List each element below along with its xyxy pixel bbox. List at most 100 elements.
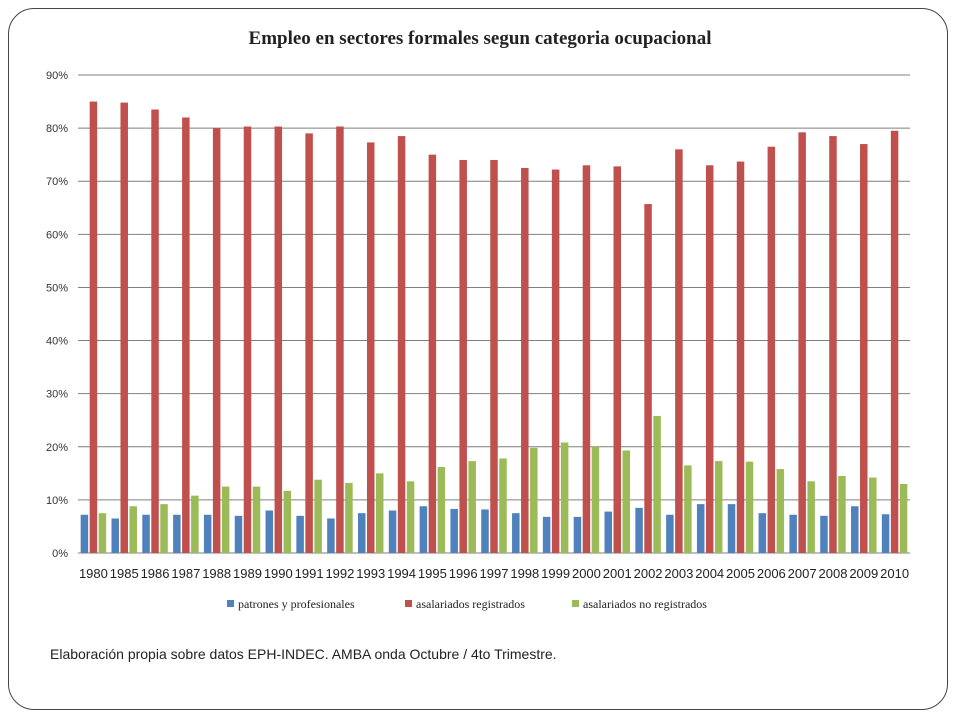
bar-asalariados-registrados-1993 xyxy=(366,142,375,553)
source-note: Elaboración propia sobre datos EPH-INDEC… xyxy=(50,646,557,662)
bar-asalariados-no-registrados-2002 xyxy=(653,415,661,553)
legend-label: asalariados no registrados xyxy=(583,597,707,611)
x-tick-label: 2010 xyxy=(880,566,909,581)
bar-patrones-y-profesionales-2001 xyxy=(604,511,613,553)
bar-asalariados-registrados-2005 xyxy=(736,161,745,553)
bar-patrones-y-profesionales-2002 xyxy=(635,507,643,553)
x-tick-label: 1989 xyxy=(233,566,262,581)
bar-asalariados-registrados-1999 xyxy=(551,169,560,553)
bar-asalariados-registrados-1995 xyxy=(428,154,437,553)
bar-asalariados-no-registrados-1993 xyxy=(375,473,384,553)
bar-asalariados-registrados-2004 xyxy=(705,165,714,554)
bar-asalariados-registrados-1989 xyxy=(243,126,252,554)
x-tick-label: 2001 xyxy=(603,566,632,581)
bar-asalariados-no-registrados-2009 xyxy=(869,477,877,553)
bar-patrones-y-profesionales-1995 xyxy=(419,506,428,553)
bar-patrones-y-profesionales-2006 xyxy=(758,513,767,553)
bar-asalariados-registrados-2003 xyxy=(675,149,683,553)
bar-asalariados-no-registrados-2008 xyxy=(838,475,846,553)
bar-asalariados-no-registrados-1998 xyxy=(530,447,538,553)
bar-asalariados-no-registrados-2006 xyxy=(776,469,785,553)
x-tick-label: 1987 xyxy=(171,566,200,581)
slide-frame xyxy=(8,8,948,710)
bar-asalariados-registrados-1990 xyxy=(274,126,283,554)
bar-patrones-y-profesionales-1998 xyxy=(512,513,520,553)
x-tick-label: 1998 xyxy=(510,566,539,581)
bar-asalariados-registrados-1992 xyxy=(336,126,344,554)
legend-swatch xyxy=(227,600,234,607)
y-tick-label: 70% xyxy=(46,176,68,188)
bar-patrones-y-profesionales-1988 xyxy=(203,514,212,553)
bar-asalariados-no-registrados-2010 xyxy=(899,483,908,553)
bar-patrones-y-profesionales-1989 xyxy=(234,515,243,553)
x-tick-label: 2007 xyxy=(788,566,817,581)
bar-asalariados-registrados-1996 xyxy=(459,159,467,553)
bar-asalariados-no-registrados-2005 xyxy=(745,461,754,553)
bar-asalariados-no-registrados-1994 xyxy=(406,481,415,553)
bar-patrones-y-profesionales-2007 xyxy=(789,514,797,553)
bar-asalariados-registrados-2006 xyxy=(767,146,776,553)
bar-asalariados-no-registrados-2001 xyxy=(622,450,631,553)
bar-asalariados-no-registrados-1997 xyxy=(499,458,507,553)
bar-patrones-y-profesionales-2000 xyxy=(573,516,582,553)
bar-patrones-y-profesionales-1991 xyxy=(296,515,304,553)
bar-patrones-y-profesionales-1997 xyxy=(481,509,489,553)
bar-patrones-y-profesionales-1985 xyxy=(111,518,119,553)
bar-asalariados-no-registrados-1988 xyxy=(221,486,230,553)
bar-asalariados-no-registrados-2003 xyxy=(684,465,692,553)
bar-asalariados-no-registrados-1999 xyxy=(560,442,569,553)
bar-asalariados-registrados-2008 xyxy=(829,136,837,554)
bar-patrones-y-profesionales-1980 xyxy=(80,514,89,553)
x-tick-label: 2003 xyxy=(664,566,693,581)
legend: patrones y profesionales asalariados regi… xyxy=(227,597,707,611)
bar-patrones-y-profesionales-1999 xyxy=(542,516,551,553)
x-tick-label: 2002 xyxy=(634,566,663,581)
bar-patrones-y-profesionales-1986 xyxy=(142,514,150,553)
x-tick-label: 1995 xyxy=(418,566,447,581)
bar-patrones-y-profesionales-2004 xyxy=(696,504,705,553)
bar-patrones-y-profesionales-2010 xyxy=(881,514,890,553)
chart-title: Empleo en sectores formales segun catego… xyxy=(248,28,712,49)
y-tick-label: 90% xyxy=(46,70,68,82)
legend-label: patrones y profesionales xyxy=(238,597,355,611)
bar-asalariados-registrados-1986 xyxy=(151,109,159,554)
bars xyxy=(80,101,908,554)
x-tick-label: 1980 xyxy=(79,566,108,581)
bar-asalariados-registrados-1980 xyxy=(89,101,98,554)
bar-asalariados-registrados-1987 xyxy=(182,117,190,553)
bar-asalariados-registrados-1985 xyxy=(120,102,128,554)
bar-asalariados-registrados-1991 xyxy=(305,133,313,553)
bar-asalariados-registrados-2007 xyxy=(798,132,806,554)
y-tick-label: 40% xyxy=(46,336,68,348)
x-tick-label: 2005 xyxy=(726,566,755,581)
bar-patrones-y-profesionales-2005 xyxy=(727,504,736,553)
bar-asalariados-registrados-1988 xyxy=(212,128,221,553)
bar-asalariados-no-registrados-2004 xyxy=(714,461,723,553)
bar-patrones-y-profesionales-1996 xyxy=(450,508,458,553)
x-tick-label: 1997 xyxy=(480,566,509,581)
bar-patrones-y-profesionales-1992 xyxy=(327,518,335,553)
bar-patrones-y-profesionales-1993 xyxy=(357,513,366,553)
bar-patrones-y-profesionales-1990 xyxy=(265,510,274,553)
x-tick-label: 1986 xyxy=(141,566,170,581)
x-tick-label: 1996 xyxy=(449,566,478,581)
x-tick-label: 1999 xyxy=(541,566,570,581)
bar-patrones-y-profesionales-2003 xyxy=(666,514,674,553)
bar-asalariados-no-registrados-2000 xyxy=(591,446,600,553)
x-tick-label: 2004 xyxy=(695,566,724,581)
x-tick-label: 2008 xyxy=(819,566,848,581)
x-tick-label: 1990 xyxy=(264,566,293,581)
y-tick-label: 80% xyxy=(46,123,68,135)
bar-asalariados-no-registrados-2007 xyxy=(807,481,815,553)
bar-asalariados-no-registrados-1992 xyxy=(345,482,353,553)
bar-asalariados-registrados-1997 xyxy=(490,159,498,553)
bar-asalariados-registrados-1998 xyxy=(521,167,529,553)
bar-asalariados-no-registrados-1987 xyxy=(191,495,199,553)
bar-asalariados-registrados-2002 xyxy=(644,204,652,553)
x-tick-label: 1992 xyxy=(325,566,354,581)
bar-patrones-y-profesionales-1994 xyxy=(388,510,397,553)
bar-asalariados-registrados-2010 xyxy=(890,130,899,553)
bar-asalariados-no-registrados-1986 xyxy=(160,504,168,553)
y-axis-ticks: 0% 10% 20% 30% 40% 50% 60% 70% 80% 90% xyxy=(46,70,68,560)
